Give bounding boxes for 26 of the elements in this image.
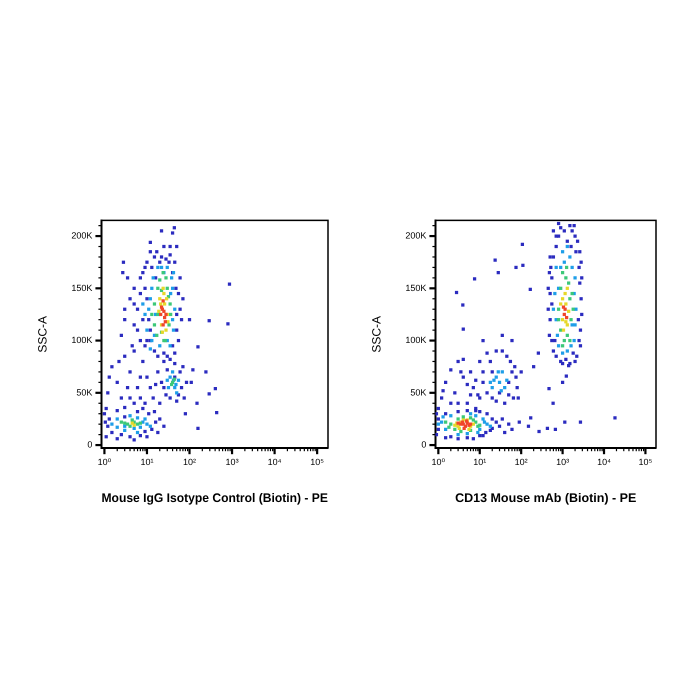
y-tick-label: 0 bbox=[87, 440, 92, 450]
y-tick-label: 200K bbox=[405, 230, 426, 241]
y-tick-label: 150K bbox=[71, 282, 92, 293]
x-tick-label: 10⁵ bbox=[310, 457, 324, 468]
y-tick-label: 200K bbox=[71, 230, 92, 241]
x-tick-label: 10⁴ bbox=[268, 457, 282, 468]
x-axis-title: Mouse IgG Isotype Control (Biotin) - PE bbox=[101, 490, 328, 505]
y-tick-label: 100K bbox=[405, 335, 426, 346]
x-tick-label: 10⁵ bbox=[638, 457, 653, 468]
x-tick-label: 10³ bbox=[556, 457, 570, 468]
x-tick-label: 10⁴ bbox=[597, 457, 612, 468]
x-tick-label: 10⁰ bbox=[98, 457, 112, 468]
y-tick-label: 50K bbox=[76, 387, 92, 398]
x-tick-label: 10¹ bbox=[140, 457, 154, 468]
x-tick-label: 10² bbox=[183, 457, 196, 468]
x-tick-label: 10¹ bbox=[473, 457, 486, 468]
y-tick-label: 0 bbox=[421, 440, 426, 450]
x-tick-label: 10⁰ bbox=[432, 457, 446, 468]
y-axis-title: SSC-A bbox=[36, 316, 50, 353]
x-tick-label: 10³ bbox=[226, 457, 239, 468]
x-axis-title: CD13 Mouse mAb (Biotin) - PE bbox=[455, 490, 636, 505]
y-tick-label: 150K bbox=[405, 282, 426, 293]
y-tick-label: 50K bbox=[410, 387, 426, 398]
x-tick-label: 10² bbox=[514, 457, 528, 468]
y-axis-title: SSC-A bbox=[370, 316, 384, 353]
y-tick-label: 100K bbox=[71, 335, 92, 346]
